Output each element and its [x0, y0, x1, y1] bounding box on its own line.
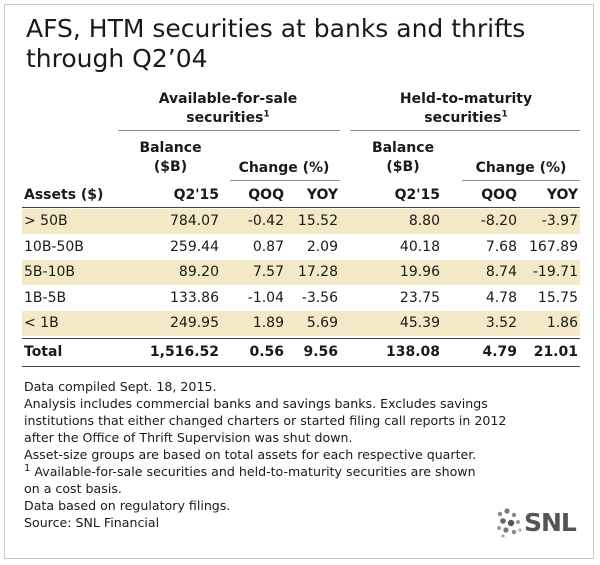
col-header-afs-qoq: QOQ: [248, 187, 284, 203]
table-cell: 1,516.52: [149, 344, 219, 360]
footnote-note-2: on a cost basis.: [24, 481, 122, 496]
col-header-htm-yoy: YOY: [546, 187, 578, 203]
row-label: 5B-10B: [24, 264, 75, 281]
htm-balance-header: Balance ($B): [352, 139, 454, 177]
row-label: 10B-50B: [24, 238, 84, 255]
table-cell: 138.08: [385, 344, 440, 360]
afs-balance-line-1: Balance: [139, 140, 202, 156]
row-label: > 50B: [24, 213, 68, 229]
total-separator-rule: [22, 338, 580, 339]
col-header-htm-balance: Q2'15: [394, 187, 440, 203]
table-cell: 249.95: [170, 315, 219, 332]
table-row: 1B-5B 133.86 -1.04 -3.56 23.75 4.78 15.75: [22, 286, 580, 311]
col-header-afs-yoy: YOY: [306, 187, 338, 203]
table-cell: 19.96: [399, 264, 440, 281]
table-row: 10B-50B 259.44 0.87 2.09 40.18 7.68 167.89: [22, 235, 580, 260]
table-cell: -3.97: [541, 213, 578, 229]
table-cell: 4.79: [482, 344, 517, 360]
table-cell: 7.68: [485, 238, 517, 255]
afs-balance-line-2: ($B): [153, 159, 188, 175]
afs-group-header: Available-for-sale securities1: [120, 90, 336, 128]
htm-header-rule: [350, 130, 580, 131]
table-cell: 3.52: [485, 315, 517, 332]
table-cell: 45.39: [399, 315, 440, 332]
table-cell: 15.75: [537, 289, 578, 306]
snl-dots-icon: [497, 508, 522, 538]
afs-change-header: Change (%): [238, 160, 330, 176]
htm-header-line-2: securities: [424, 110, 502, 126]
table-cell: 9.56: [303, 344, 338, 360]
htm-footnote-mark: 1: [501, 109, 508, 120]
table-cell: 4.78: [485, 289, 517, 306]
row-label: < 1B: [24, 315, 59, 332]
table-cell: 21.01: [533, 344, 578, 360]
footnote-analysis-3: after the Office of Thrift Supervision w…: [24, 430, 353, 445]
table-cell: 1.86: [546, 315, 578, 332]
table-cell: 0.56: [249, 344, 284, 360]
table-cell: 133.86: [170, 289, 219, 306]
table-cell: -1.04: [247, 289, 284, 306]
chart-title: AFS, HTM securities at banks and thrifts…: [26, 14, 586, 74]
title-line-1: AFS, HTM securities at banks and thrifts: [26, 14, 526, 43]
table-cell: 0.87: [252, 238, 284, 255]
htm-group-header: Held-to-maturity securities1: [352, 90, 580, 128]
afs-footnote-mark: 1: [263, 109, 270, 120]
table-cell: -0.42: [247, 213, 284, 229]
table-cell: 7.57: [252, 264, 284, 281]
table-cell: 784.07: [170, 213, 219, 229]
footnote-regulatory: Data based on regulatory filings.: [24, 498, 231, 513]
table-cell: 259.44: [170, 238, 219, 255]
footnote-source: Source: SNL Financial: [24, 515, 160, 530]
table-row: 5B-10B 89.20 7.57 17.28 19.96 8.74 -19.71: [22, 260, 580, 286]
footnote-analysis-2: institutions that either changed charter…: [24, 413, 507, 428]
table-cell: 40.18: [399, 238, 440, 255]
footnote-asset-size: Asset-size groups are based on total ass…: [24, 447, 477, 462]
afs-balance-header: Balance ($B): [118, 139, 223, 177]
col-header-afs-balance: Q2'15: [173, 187, 219, 203]
footnote-analysis-1: Analysis includes commercial banks and s…: [24, 396, 488, 411]
table-cell: -8.20: [480, 213, 517, 229]
title-line-2: through Q2’04: [26, 44, 208, 73]
snl-logo-text: SNL: [524, 508, 577, 537]
table-cell: 8.74: [485, 264, 517, 281]
htm-balance-line-1: Balance: [371, 140, 435, 156]
table-cell: 8.80: [408, 213, 440, 229]
table-cell: 17.28: [297, 264, 338, 281]
afs-change-rule: [230, 180, 340, 181]
afs-header-line-2: securities: [186, 110, 264, 126]
row-label: 1B-5B: [24, 289, 67, 306]
footnotes: Data compiled Sept. 18, 2015. Analysis i…: [24, 378, 584, 531]
table-cell: 89.20: [178, 264, 219, 281]
footnote-note-mark: 1: [24, 462, 31, 474]
table-row: < 1B 249.95 1.89 5.69 45.39 3.52 1.86: [22, 311, 580, 337]
afs-header-line-1: Available-for-sale: [158, 91, 298, 107]
htm-change-header: Change (%): [475, 160, 567, 176]
table-cell: 2.09: [306, 238, 338, 255]
col-header-assets: Assets ($): [24, 187, 104, 203]
table-cell: 1.89: [252, 315, 284, 332]
header-bottom-rule: [22, 207, 580, 208]
htm-change-rule: [462, 180, 580, 181]
table-cell: -3.56: [301, 289, 338, 306]
htm-balance-line-2: ($B): [386, 159, 420, 175]
table-bottom-rule: [22, 366, 580, 367]
footnote-compiled: Data compiled Sept. 18, 2015.: [24, 379, 217, 394]
col-header-htm-qoq: QOQ: [481, 187, 517, 203]
table-cell: -19.71: [532, 264, 578, 281]
row-label: Total: [24, 344, 63, 360]
total-row: Total 1,516.52 0.56 9.56 138.08 4.79 21.01: [22, 340, 580, 365]
htm-header-line-1: Held-to-maturity: [399, 91, 533, 107]
snl-logo: SNL: [494, 506, 584, 540]
afs-header-rule: [118, 130, 340, 131]
table-row: > 50B 784.07 -0.42 15.52 8.80 -8.20 -3.97: [22, 209, 580, 234]
table-cell: 15.52: [297, 213, 338, 229]
table-cell: 23.75: [399, 289, 440, 306]
table-cell: 167.89: [529, 238, 578, 255]
footnote-note-1: Available-for-sale securities and held-t…: [30, 464, 476, 479]
table-cell: 5.69: [306, 315, 338, 332]
